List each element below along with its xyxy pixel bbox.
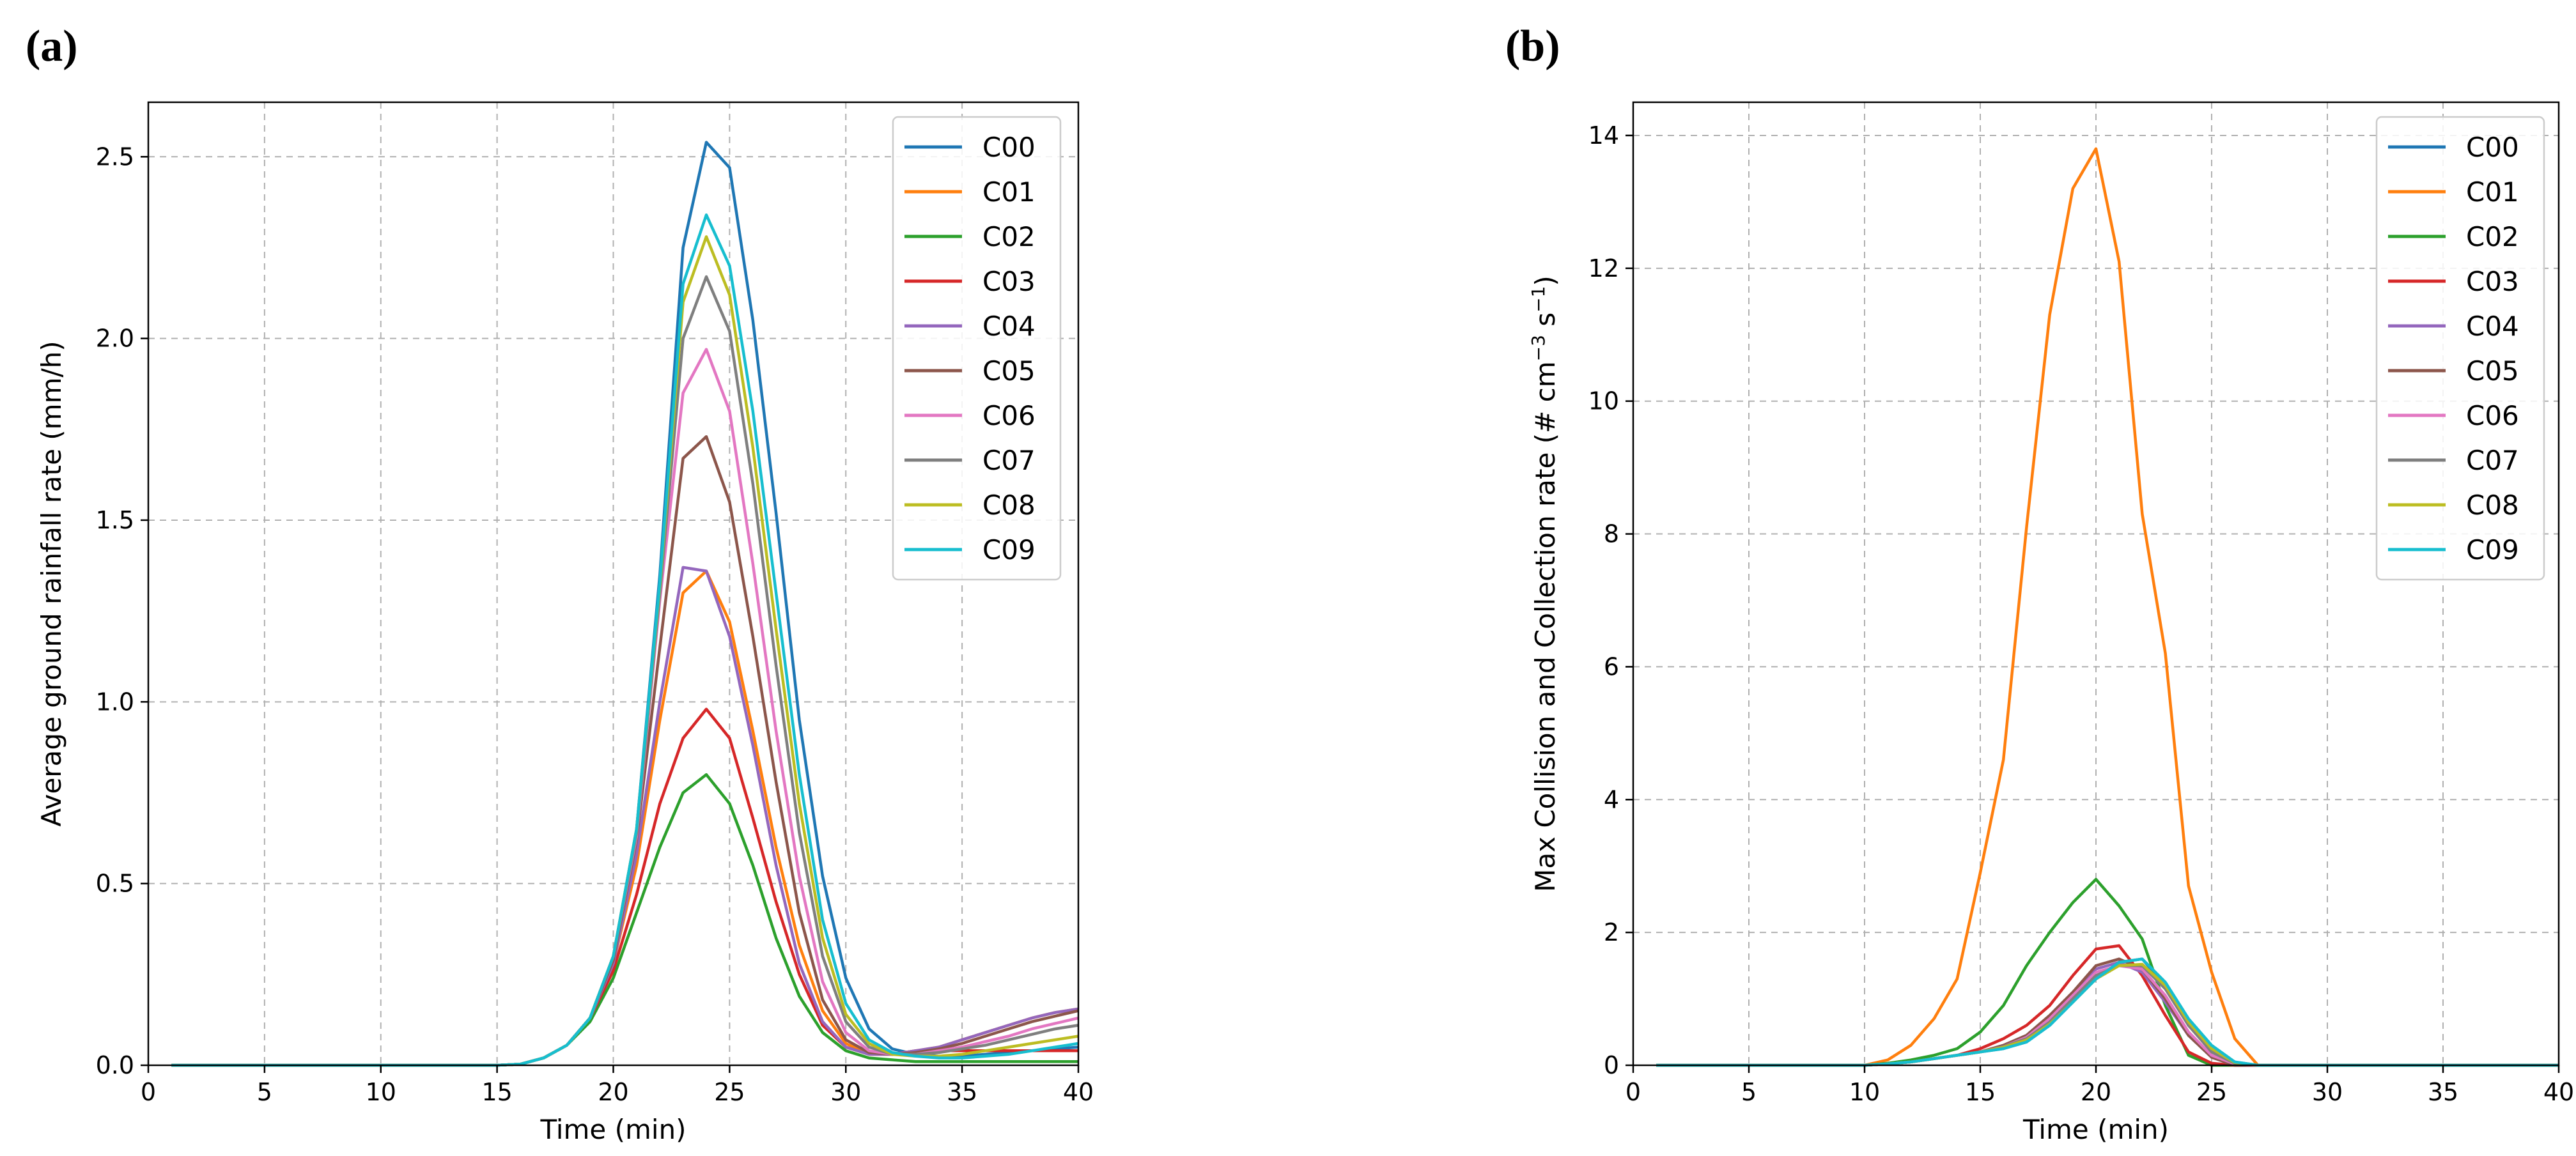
panel-a-y-tick-label: 0.0 — [96, 1051, 134, 1079]
panel-b-x-tick-label: 5 — [1741, 1078, 1757, 1106]
panel-b-x-tick-label: 40 — [2543, 1078, 2574, 1106]
panel-b-x-tick-label: 35 — [2428, 1078, 2458, 1106]
panel-b-y-tick-label: 8 — [1604, 520, 1619, 548]
panel-b-legend-label-c03: C03 — [2466, 266, 2519, 297]
panel-b-legend-label-c05: C05 — [2466, 355, 2519, 387]
panel-b-legend: C00 C01 C02 C03 C04 C05 C06 C07 C08 C09 — [2375, 116, 2545, 581]
panel-a-ticks: 0 5 10 15 20 25 30 35 40 0.0 0.5 1.0 1.5 2.0 2.5 — [96, 143, 1094, 1106]
panel-b-legend-label-c04: C04 — [2466, 311, 2519, 342]
panel-b-y-axis-label: Max Collision and Collection rate (# cm−… — [1528, 275, 1561, 892]
panel-a-x-tick-label: 0 — [141, 1078, 156, 1106]
panel-b-series-line-c09 — [1656, 957, 2559, 1067]
panel-b-series-line-c06 — [1656, 964, 2559, 1067]
panel-b-ticks: 0 5 10 15 20 25 30 35 40 0 2 4 6 8 10 12 14 — [1588, 121, 2575, 1106]
panel-b-series-line-c08 — [1656, 962, 2559, 1067]
panel-b-y-tick-label: 10 — [1588, 387, 1619, 415]
panel-b-y-tick-label: 0 — [1604, 1051, 1619, 1079]
panel-b-x-tick-label: 20 — [2081, 1078, 2111, 1106]
panel-a-legend: C00 C01 C02 C03 C04 C05 C06 C07 C08 C09 — [892, 116, 1062, 581]
panel-b-collision-chart: (b) 0 5 10 15 20 25 30 35 40 0 2 4 6 8 10 12 14 Time (mi… — [1505, 22, 2574, 1145]
panel-b-legend-label-c02: C02 — [2466, 221, 2519, 252]
panel-b-series-line-c00 — [1656, 957, 2559, 1067]
panel-a-x-tick-label: 35 — [947, 1078, 977, 1106]
panel-a-y-tick-label: 1.0 — [96, 688, 134, 716]
panel-b-series-line-c07 — [1656, 964, 2559, 1067]
panel-a-y-tick-label: 2.5 — [96, 143, 134, 171]
panel-a-x-tick-label: 15 — [481, 1078, 512, 1106]
panel-b-legend-label-c00: C00 — [2466, 132, 2519, 163]
panel-a-x-tick-label: 20 — [598, 1078, 628, 1106]
panel-a-y-axis-label: Average ground rainfall rate (mm/h) — [36, 341, 67, 826]
panel-b-legend-label-c06: C06 — [2466, 400, 2519, 431]
panel-b-legend-label-c01: C01 — [2466, 176, 2519, 208]
panel-a-x-tick-label: 30 — [830, 1078, 861, 1106]
panel-b-y-tick-label: 2 — [1604, 918, 1619, 946]
panel-b-legend-label-c09: C09 — [2466, 534, 2519, 566]
panel-a-legend-label-c08: C08 — [982, 489, 1036, 521]
panel-a-x-axis-label: Time (min) — [539, 1114, 686, 1145]
panel-b-x-tick-label: 30 — [2312, 1078, 2343, 1106]
panel-a-legend-label-c05: C05 — [982, 355, 1036, 387]
panel-a-legend-label-c04: C04 — [982, 311, 1036, 342]
panel-a-x-tick-label: 10 — [366, 1078, 396, 1106]
panel-a-y-tick-label: 1.5 — [96, 506, 134, 534]
panel-a-x-tick-label: 5 — [257, 1078, 272, 1106]
panel-a-x-tick-label: 40 — [1063, 1078, 1094, 1106]
panel-b-y-tick-label: 4 — [1604, 785, 1619, 813]
panel-b-label: (b) — [1505, 22, 1560, 71]
panel-b-y-tick-label: 12 — [1588, 254, 1619, 282]
panel-a-x-tick-label: 25 — [714, 1078, 745, 1106]
panel-a-legend-label-c03: C03 — [982, 266, 1036, 297]
panel-a-legend-label-c02: C02 — [982, 221, 1036, 252]
panel-a-legend-box — [892, 116, 1062, 581]
panel-b-legend-box — [2375, 116, 2545, 581]
panel-a-legend-label-c06: C06 — [982, 400, 1036, 431]
panel-b-x-tick-label: 0 — [1626, 1078, 1641, 1106]
panel-b-series-line-c04 — [1656, 960, 2559, 1067]
panel-a-rainfall-chart: (a) 0 5 10 15 20 25 30 35 40 0.0 0.5 1.0 1.5 2.0 2.5 T… — [26, 22, 1094, 1145]
panel-b-x-tick-label: 10 — [1849, 1078, 1880, 1106]
panel-b-x-tick-label: 15 — [1965, 1078, 1996, 1106]
panel-a-label: (a) — [26, 22, 78, 71]
panel-a-y-tick-label: 2.0 — [96, 325, 134, 353]
panel-a-series-line-c01 — [171, 569, 1079, 1067]
panel-a-series-line-c04 — [171, 566, 1079, 1067]
panel-a-legend-label-c00: C00 — [982, 132, 1036, 163]
panel-a-legend-label-c01: C01 — [982, 176, 1036, 208]
panel-b-y-tick-label: 14 — [1588, 121, 1619, 150]
panel-b-x-tick-label: 25 — [2196, 1078, 2227, 1106]
panel-b-legend-label-c08: C08 — [2466, 489, 2519, 521]
panel-b-x-axis-label: Time (min) — [2022, 1114, 2169, 1145]
panel-b-legend-label-c07: C07 — [2466, 445, 2519, 476]
panel-a-legend-label-c09: C09 — [982, 534, 1036, 566]
panel-a-legend-label-c07: C07 — [982, 445, 1036, 476]
panel-b-series-line-c05 — [1656, 957, 2559, 1067]
panel-b-y-tick-label: 6 — [1604, 652, 1619, 681]
panel-a-y-tick-label: 0.5 — [96, 870, 134, 898]
